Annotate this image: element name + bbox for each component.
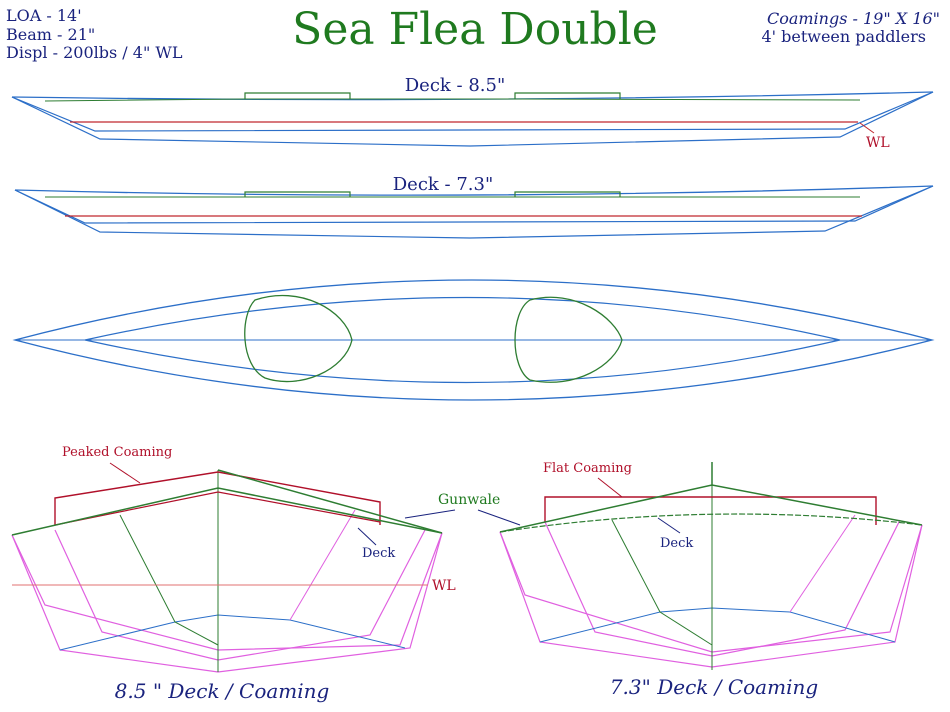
- profile2-deck-line: [14, 185, 934, 196]
- profile-wl-label: WL: [866, 135, 890, 151]
- flat-coaming-leader: [597, 477, 623, 498]
- profile-label-7-3: Deck - 7.3": [393, 174, 494, 195]
- wl-leader: [859, 122, 875, 134]
- page-title: Sea Flea Double: [292, 4, 658, 55]
- right-gunwale: [499, 484, 923, 533]
- section-left: WL Peaked Coaming Deck 8.5 " Deck / Coam…: [11, 445, 456, 703]
- plan-view: [12, 279, 935, 401]
- profile2-hull-line-upper: [14, 185, 934, 224]
- profile-sheer-line: [44, 98, 861, 102]
- right-frame-mid: [544, 519, 901, 657]
- profile-hull-line-upper: [11, 91, 934, 132]
- spec-displacement: Displ - 200lbs / 4" WL: [6, 43, 183, 62]
- profile-coaming-aft: [514, 92, 621, 99]
- profile-view-deck-8-5: Deck - 8.5" WL: [11, 75, 934, 151]
- left-deck-line: [11, 487, 443, 536]
- right-flat-coaming: [544, 496, 877, 525]
- section-right: Flat Coaming Deck 7.3" Deck / Coaming: [499, 461, 923, 699]
- left-deck-label: Deck: [362, 546, 395, 561]
- left-deck-leader: [357, 527, 377, 546]
- coaming-spacing: 4' between paddlers: [761, 27, 926, 46]
- flat-coaming-label: Flat Coaming: [543, 461, 632, 476]
- spec-loa: LOA - 14': [6, 6, 82, 25]
- right-deck-label: Deck: [660, 536, 693, 551]
- gunwale-leader-right: [477, 509, 521, 526]
- gunwale-callout: Gunwale: [404, 492, 521, 526]
- profile2-coaming-aft: [514, 191, 621, 197]
- profile2-coaming-forward: [244, 191, 351, 197]
- profile-coaming-forward: [244, 92, 351, 99]
- profile-hull-line-lower: [11, 91, 934, 147]
- gunwale-leader-left: [404, 509, 456, 519]
- left-coaming-inner: [54, 491, 381, 526]
- left-peaked-coaming: [54, 471, 381, 525]
- left-frame-green-right: [289, 509, 356, 621]
- right-frame-right: [789, 514, 856, 613]
- profile-label-8-5: Deck - 8.5": [405, 75, 506, 96]
- left-frame-green: [119, 514, 219, 646]
- right-deck-leader: [657, 517, 681, 534]
- gunwale-label: Gunwale: [438, 492, 500, 508]
- right-frame-green: [611, 519, 713, 646]
- plan-coaming-aft: [514, 296, 623, 383]
- left-wl-label: WL: [432, 578, 456, 594]
- plan-coaming-forward: [244, 295, 353, 383]
- right-caption: 7.3" Deck / Coaming: [610, 675, 818, 699]
- right-frame-outer: [499, 524, 923, 653]
- right-frame-inner: [499, 524, 923, 668]
- left-deck-peak: [217, 469, 443, 534]
- profile-view-deck-7-3: Deck - 7.3": [14, 174, 934, 239]
- peaked-coaming-label: Peaked Coaming: [62, 445, 172, 460]
- coaming-size: Coamings - 19" X 16": [767, 9, 940, 28]
- peaked-coaming-leader: [109, 462, 141, 484]
- right-deck-arch: [499, 513, 923, 533]
- spec-beam: Beam - 21": [6, 25, 95, 44]
- left-caption: 8.5 " Deck / Coaming: [115, 679, 330, 703]
- left-bottom-blue: [59, 614, 406, 651]
